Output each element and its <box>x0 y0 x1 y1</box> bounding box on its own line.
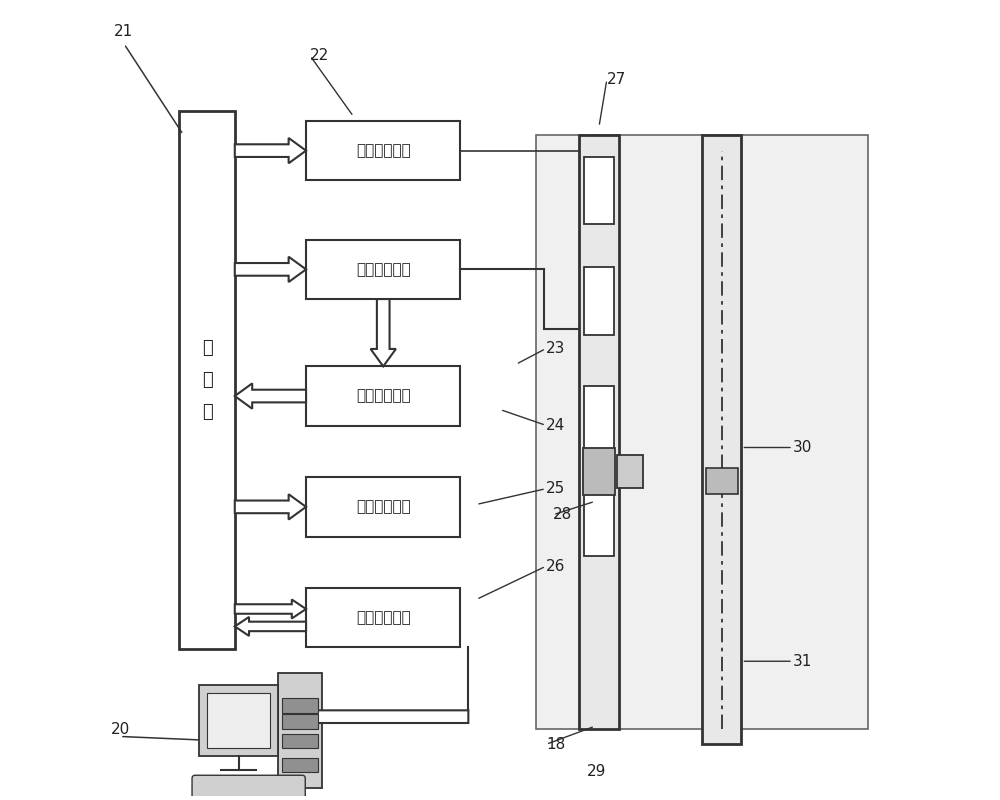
Bar <box>584 489 614 556</box>
Text: 18: 18 <box>546 737 565 752</box>
Bar <box>702 134 741 744</box>
Text: 远传通讯接口: 远传通讯接口 <box>356 610 411 626</box>
Bar <box>706 468 738 494</box>
Bar <box>579 134 619 729</box>
Text: 27: 27 <box>607 72 626 87</box>
Text: 多路选择开关: 多路选择开关 <box>356 262 411 277</box>
Bar <box>278 673 322 788</box>
Bar <box>617 454 642 488</box>
Text: 22: 22 <box>310 48 329 63</box>
FancyArrow shape <box>235 257 306 282</box>
Bar <box>583 447 615 495</box>
Bar <box>306 477 460 537</box>
Bar <box>306 366 460 426</box>
FancyArrow shape <box>235 138 306 163</box>
FancyArrow shape <box>371 299 396 366</box>
Bar <box>306 588 460 647</box>
Bar <box>584 157 614 224</box>
Text: 高频激励模块: 高频激励模块 <box>356 143 411 158</box>
FancyArrow shape <box>235 617 306 636</box>
Text: 20: 20 <box>111 722 130 737</box>
Text: 29: 29 <box>587 764 606 779</box>
Text: 30: 30 <box>793 440 812 455</box>
Text: 21: 21 <box>114 24 133 39</box>
Bar <box>207 693 270 748</box>
Text: 31: 31 <box>793 654 812 669</box>
FancyArrow shape <box>235 599 306 618</box>
Bar <box>306 121 460 180</box>
FancyArrow shape <box>235 383 306 409</box>
Text: 25: 25 <box>546 481 565 496</box>
Text: 就地显示模块: 就地显示模块 <box>356 499 411 514</box>
Bar <box>282 734 318 748</box>
Bar <box>199 685 278 756</box>
FancyBboxPatch shape <box>192 775 305 799</box>
Bar <box>306 240 460 299</box>
Bar <box>179 111 235 650</box>
Bar <box>282 758 318 772</box>
Text: 26: 26 <box>546 558 565 574</box>
FancyArrow shape <box>235 494 306 519</box>
Text: 电容测量模块: 电容测量模块 <box>356 389 411 403</box>
Bar <box>282 714 318 729</box>
Bar <box>584 386 614 454</box>
Bar <box>282 698 318 713</box>
FancyArrow shape <box>300 705 468 729</box>
Bar <box>584 267 614 334</box>
Text: 28: 28 <box>553 507 572 522</box>
Text: 24: 24 <box>546 418 565 433</box>
Bar <box>536 134 868 729</box>
Text: 单
片
机: 单 片 机 <box>202 339 212 422</box>
Text: 23: 23 <box>546 341 565 356</box>
